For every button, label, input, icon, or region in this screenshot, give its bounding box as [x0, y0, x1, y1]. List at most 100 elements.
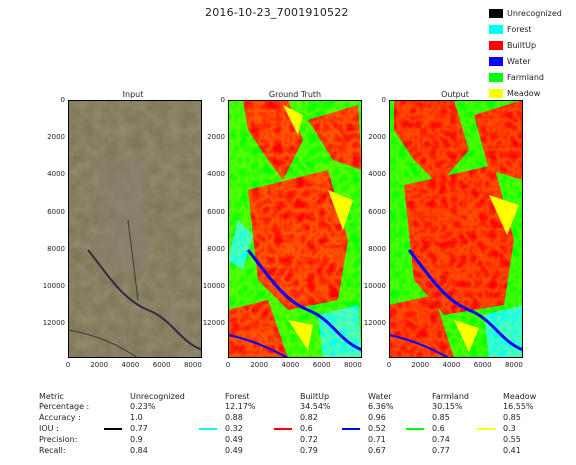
metrics-table: Metric Percentage : Accuracy : IOU : Pre… — [25, 389, 576, 465]
y-tick-label: 0 — [220, 96, 225, 104]
metric-value: 0.72 — [300, 435, 318, 444]
metric-value: 34.54% — [300, 402, 331, 411]
panel-title-ground-truth: Ground Truth — [268, 90, 322, 99]
figure-title: 2016-10-23_7001910522 — [205, 6, 349, 19]
y-tick-label: 8000 — [368, 244, 386, 253]
y-tick-label: 8000 — [47, 244, 65, 253]
legend-item-meadow: Meadow — [486, 85, 572, 101]
legend-line-water — [342, 428, 360, 430]
panel-title-input: Input — [122, 90, 144, 99]
panel-title-output: Output — [441, 90, 469, 99]
legend-label: Unrecognized — [507, 8, 562, 18]
metric-value: 0.84 — [130, 446, 148, 455]
x-tick-label: 4000 — [442, 361, 461, 369]
x-tick-label: 2000 — [411, 361, 430, 369]
column-header-farmland: Farmland — [432, 392, 469, 401]
metric-value: 0.79 — [300, 446, 318, 455]
y-tick-label: 6000 — [207, 207, 225, 216]
output-prediction-map — [389, 100, 523, 358]
legend-item-forest: Forest — [486, 21, 572, 37]
class-legend: Unrecognized Forest BuiltUp Water Farmla… — [486, 5, 572, 101]
x-tick-label: 0 — [65, 361, 71, 369]
metric-value: 12.17% — [225, 402, 256, 411]
legend-label: Meadow — [507, 88, 541, 98]
ground-truth-map — [228, 100, 362, 358]
x-tick-label: 0 — [225, 361, 231, 369]
y-tick-label: 2000 — [368, 133, 386, 142]
metric-header: Metric — [39, 392, 64, 401]
legend-label: Farmland — [507, 72, 544, 82]
y-tick-label: 12000 — [363, 319, 386, 328]
metric-value: 1.0 — [130, 413, 143, 422]
y-tick-label: 6000 — [47, 207, 65, 216]
metric-value: 0.85 — [503, 413, 521, 422]
x-tick-label: 6000 — [312, 361, 331, 369]
x-tick-label: 6000 — [152, 361, 171, 369]
metric-value: 0.49 — [225, 435, 243, 444]
y-tick-label: 0 — [381, 96, 386, 104]
legend-swatch-meadow — [489, 88, 503, 98]
metric-value: 0.49 — [225, 446, 243, 455]
metric-value: 6.36% — [368, 402, 394, 411]
metric-value: 0.74 — [432, 435, 450, 444]
y-tick-label: 10000 — [202, 281, 225, 290]
y-tick-label: 2000 — [47, 133, 65, 142]
metric-value: 0.77 — [432, 446, 450, 455]
y-tick-label: 12000 — [42, 319, 65, 328]
metric-value: 0.71 — [368, 435, 386, 444]
metric-value: 0.96 — [368, 413, 386, 422]
row-label-percentage: Percentage : — [39, 402, 90, 411]
metric-value: 0.32 — [225, 424, 243, 433]
legend-item-builtup: BuiltUp — [486, 37, 572, 53]
legend-line-unrecognized — [104, 428, 122, 430]
row-label-recall: Recall: — [39, 446, 66, 455]
y-tick-label: 10000 — [42, 281, 65, 290]
y-tick-label: 4000 — [207, 170, 225, 179]
legend-item-farmland: Farmland — [486, 69, 572, 85]
legend-swatch-farmland — [489, 72, 503, 82]
column-header-water: Water — [368, 392, 392, 401]
metric-value: 0.23% — [130, 402, 156, 411]
metric-value: 0.55 — [503, 435, 521, 444]
legend-line-meadow — [477, 428, 495, 430]
x-tick-label: 8000 — [183, 361, 202, 369]
y-tick-label: 0 — [60, 96, 65, 104]
input-satellite-image — [68, 100, 202, 358]
legend-item-unrecognized: Unrecognized — [486, 5, 572, 21]
metric-value: 0.6 — [300, 424, 313, 433]
x-tick-label: 4000 — [281, 361, 300, 369]
x-tick-label: 2000 — [90, 361, 109, 369]
x-tick-label: 4000 — [121, 361, 140, 369]
column-header-unrecognized: Unrecognized — [130, 392, 185, 401]
row-label-precision: Precision: — [39, 435, 78, 444]
y-tick-label: 4000 — [47, 170, 65, 179]
row-label-accuracy: Accuracy : — [39, 413, 81, 422]
row-label-iou: IOU : — [39, 424, 59, 433]
ground-truth-axes-frame — [228, 100, 362, 358]
metric-value: 0.85 — [432, 413, 450, 422]
x-tick-label: 8000 — [343, 361, 362, 369]
metric-value: 0.41 — [503, 446, 521, 455]
metric-value: 0.77 — [130, 424, 148, 433]
y-tick-label: 8000 — [207, 244, 225, 253]
input-axes-frame — [68, 100, 202, 358]
legend-swatch-water — [489, 56, 503, 66]
metric-value: 0.9 — [130, 435, 143, 444]
column-header-builtup: BuiltUp — [300, 392, 330, 401]
y-tick-label: 10000 — [363, 281, 386, 290]
y-tick-label: 6000 — [368, 207, 386, 216]
legend-label: Water — [507, 56, 531, 66]
x-tick-label: 6000 — [473, 361, 492, 369]
metric-value: 16.55% — [503, 402, 534, 411]
metric-value: 0.52 — [368, 424, 386, 433]
metric-value: 0.67 — [368, 446, 386, 455]
metric-value: 0.6 — [432, 424, 445, 433]
x-tick-label: 8000 — [504, 361, 523, 369]
output-axes-frame — [389, 100, 523, 358]
metric-value: 30.15% — [432, 402, 463, 411]
metric-value: 0.82 — [300, 413, 318, 422]
column-header-forest: Forest — [225, 392, 250, 401]
column-header-meadow: Meadow — [503, 392, 537, 401]
metric-value: 0.3 — [503, 424, 516, 433]
x-tick-label: 2000 — [250, 361, 269, 369]
